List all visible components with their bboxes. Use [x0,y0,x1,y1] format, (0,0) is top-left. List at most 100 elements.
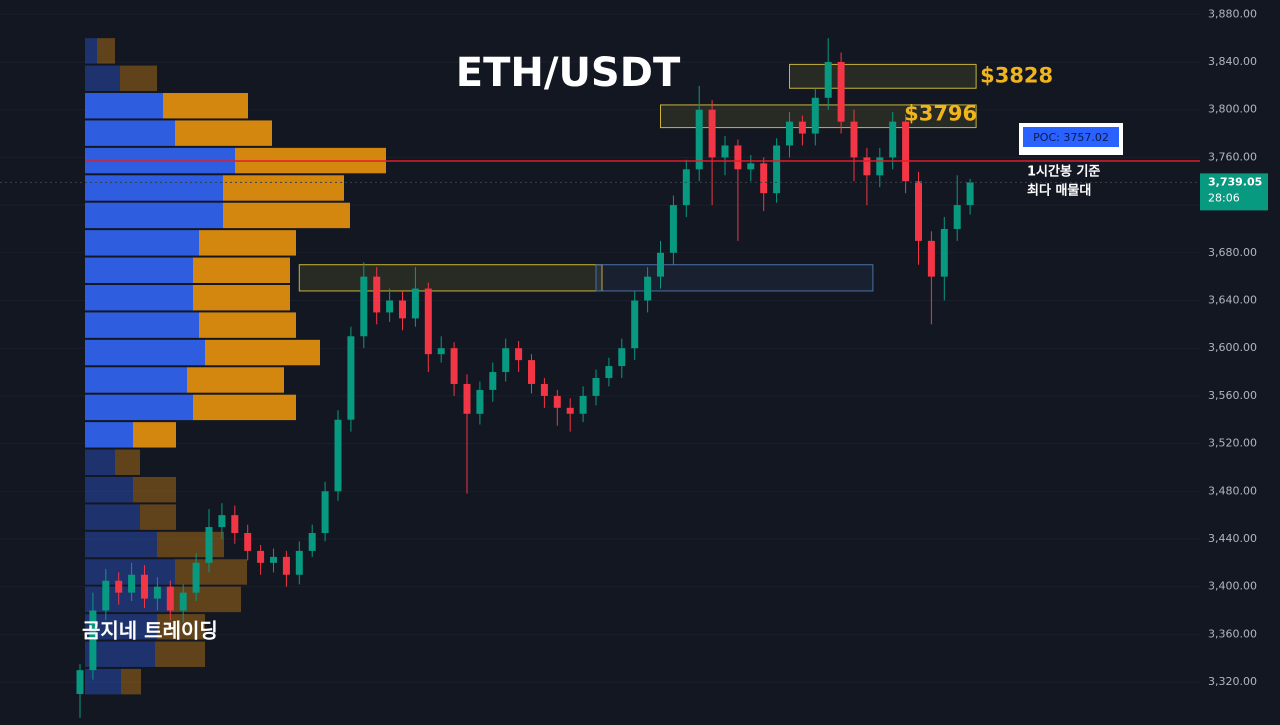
candle-body [450,348,458,384]
vp-sell-bar [157,614,205,640]
candle-body [579,395,587,414]
candle-body [102,580,110,611]
vp-sell-bar [133,476,176,503]
candle-body [411,288,419,319]
candle-body [721,145,729,158]
y-tick-label: 3,840.00 [1208,55,1257,68]
vp-buy-bar [85,120,175,146]
y-tick-label: 3,880.00 [1208,7,1257,20]
vp-buy-bar [85,504,140,530]
candle-body [863,157,871,176]
candle-body [308,533,316,551]
vp-sell-bar [140,504,176,530]
chart-title: ETH/USDT [456,50,681,96]
vp-buy-bar [85,38,97,64]
vp-buy-bar [85,367,187,393]
y-tick-label: 3,480.00 [1208,484,1257,497]
candle-body [334,419,342,492]
candle-body [179,592,187,611]
watermark: 곰지네 트레이딩 [82,619,218,643]
y-tick-label: 3,520.00 [1208,437,1257,450]
candle-body [540,383,548,396]
candle-body [244,533,252,551]
candle-body [128,574,136,593]
candle-body [902,121,910,182]
candle-body [386,300,394,313]
vp-sell-bar [115,449,140,475]
candle-body [205,527,213,563]
vp-sell-bar [97,38,115,64]
candle-body [657,252,664,277]
candle-body [566,407,574,414]
y-tick-label: 3,600.00 [1208,341,1257,354]
candle-body [966,182,974,206]
candle-body [115,580,123,593]
annotation: 1시간봉 기준 [1027,164,1100,180]
candle-body [295,550,303,575]
candle-body [373,276,381,313]
y-tick-label: 3,680.00 [1208,246,1257,259]
candle-body [528,360,535,384]
candle-body [192,562,200,593]
vp-sell-bar [193,284,290,311]
candle-body [605,366,613,379]
y-tick-label: 3,640.00 [1208,293,1257,306]
candle-body [644,276,652,301]
price-zone [789,63,977,89]
y-tick-label: 3,360.00 [1208,627,1257,640]
vp-sell-bar [163,93,248,119]
candle-body [515,348,523,361]
vp-buy-bar [85,614,157,640]
candle-body [89,610,97,671]
candle-body [270,556,277,563]
vp-buy-bar [85,668,121,695]
candle-body [321,491,329,534]
y-tick-label: 3,800.00 [1208,103,1257,116]
candle-body [141,574,148,599]
candle-body [889,121,897,158]
candle-body [876,157,884,176]
candle-body [798,121,806,134]
candle-body [153,586,161,599]
candle-body [502,348,510,373]
vp-sell-bar [175,559,247,585]
vp-sell-bar [133,422,176,448]
y-tick-label: 3,320.00 [1208,675,1257,688]
zone-label: $3796 [904,101,977,125]
candle-body [786,121,793,146]
last-price-label: 3,739.05 [1208,175,1262,188]
vp-sell-bar [121,668,141,695]
candle-body [553,395,561,408]
vp-buy-bar [85,531,157,558]
vp-sell-bar [155,641,205,667]
candle-body [437,348,445,355]
candle-body [463,383,471,414]
vp-sell-bar [193,257,290,283]
candle-body [837,62,845,122]
candle-body [76,670,84,694]
vp-sell-bar [199,230,296,256]
last-price-tag [1200,173,1268,211]
candle-body [734,145,742,170]
candle-body [166,586,174,611]
price-zone [298,264,603,292]
y-tick-label: 3,560.00 [1208,389,1257,402]
vp-sell-bar [205,339,320,366]
candle-body [824,62,832,98]
candle-body [915,181,922,241]
candle-body [927,240,935,277]
vp-buy-bar [85,202,223,229]
candle-body [489,372,497,390]
y-tick-label: 3,760.00 [1208,150,1257,163]
vp-sell-bar [187,367,284,393]
poc-label: POC: 3757.02 [1033,131,1109,144]
vp-buy-bar [85,394,193,421]
candle-body [773,145,781,194]
candle-body [618,348,626,367]
vp-buy-bar [85,257,193,283]
vp-buy-bar [85,284,193,311]
poc-box [1023,127,1119,147]
candle-body [747,163,755,170]
candle-body [953,205,961,229]
